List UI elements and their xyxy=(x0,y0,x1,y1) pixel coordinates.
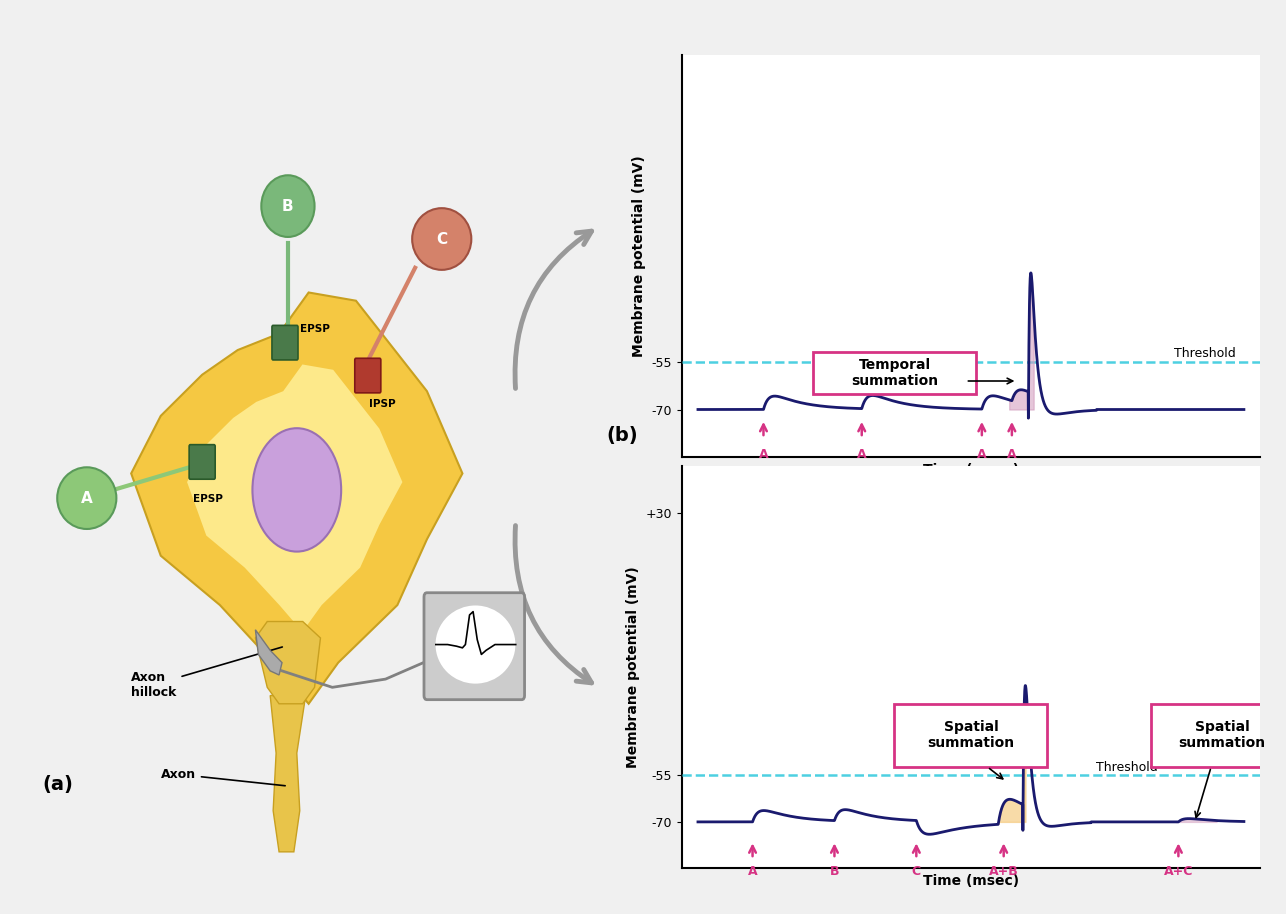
Text: A: A xyxy=(977,448,986,461)
Text: A: A xyxy=(81,491,93,505)
Text: A: A xyxy=(1007,448,1017,461)
Text: Axon: Axon xyxy=(161,768,285,786)
Ellipse shape xyxy=(252,428,341,551)
FancyBboxPatch shape xyxy=(813,352,976,394)
FancyBboxPatch shape xyxy=(1151,704,1286,767)
Text: EPSP: EPSP xyxy=(300,324,329,335)
Polygon shape xyxy=(270,696,306,852)
Text: Spatial
summation: Spatial summation xyxy=(927,720,1015,750)
Text: B: B xyxy=(282,198,293,214)
Text: A: A xyxy=(856,448,867,461)
Polygon shape xyxy=(186,365,403,632)
Ellipse shape xyxy=(261,175,315,237)
Text: Threshold: Threshold xyxy=(1097,761,1159,774)
Text: A+B: A+B xyxy=(989,866,1019,878)
Y-axis label: Membrane potential (mV): Membrane potential (mV) xyxy=(626,567,640,768)
Text: Temporal
summation: Temporal summation xyxy=(851,358,937,388)
Text: B: B xyxy=(829,866,840,878)
Text: Spatial
summation: Spatial summation xyxy=(1178,720,1265,750)
Text: A: A xyxy=(759,448,768,461)
Text: Axon
hillock: Axon hillock xyxy=(131,647,283,698)
Text: C: C xyxy=(436,231,448,247)
X-axis label: Time (msec): Time (msec) xyxy=(923,462,1019,476)
Y-axis label: Membrane potential (mV): Membrane potential (mV) xyxy=(631,155,646,356)
FancyBboxPatch shape xyxy=(895,704,1047,767)
Polygon shape xyxy=(256,622,320,704)
Text: A: A xyxy=(747,866,757,878)
FancyBboxPatch shape xyxy=(424,592,525,700)
Ellipse shape xyxy=(58,467,117,529)
FancyBboxPatch shape xyxy=(355,358,381,393)
Text: Threshold: Threshold xyxy=(1174,347,1236,360)
Text: (b): (b) xyxy=(607,426,638,445)
Text: A+C: A+C xyxy=(1164,866,1193,878)
Text: C: C xyxy=(912,866,921,878)
Ellipse shape xyxy=(436,605,516,684)
Polygon shape xyxy=(256,630,282,675)
Text: (a): (a) xyxy=(42,775,73,794)
Ellipse shape xyxy=(412,208,472,270)
X-axis label: Time (msec): Time (msec) xyxy=(923,874,1019,887)
FancyBboxPatch shape xyxy=(189,444,215,479)
Text: IPSP: IPSP xyxy=(369,399,396,409)
FancyBboxPatch shape xyxy=(271,325,298,360)
Text: EPSP: EPSP xyxy=(193,494,224,504)
Polygon shape xyxy=(131,292,463,704)
